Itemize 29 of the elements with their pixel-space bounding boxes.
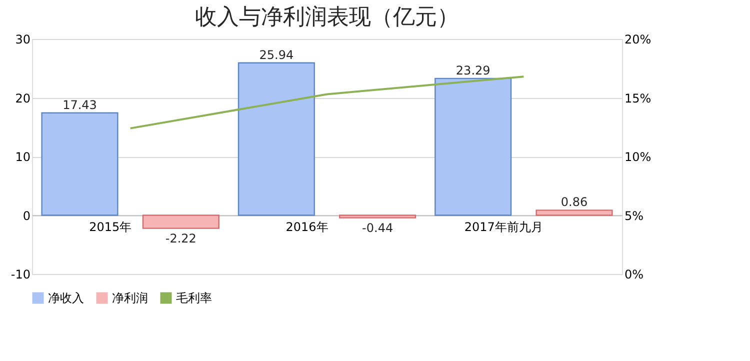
bar bbox=[339, 214, 416, 218]
bar bbox=[142, 214, 220, 229]
y2-tick-label: 15% bbox=[624, 91, 652, 106]
chart-title: 收入与净利润表现（亿元） bbox=[195, 5, 459, 30]
y-tick-label: 10 bbox=[15, 150, 30, 164]
legend-label: 净利润 bbox=[112, 291, 148, 305]
legend-label: 净收入 bbox=[48, 291, 84, 305]
y-tick-label: 0 bbox=[22, 208, 30, 223]
data-label: 0.86 bbox=[560, 195, 588, 210]
y2-tick-label: 20% bbox=[624, 32, 652, 46]
legend-label: 毛利率 bbox=[176, 291, 212, 305]
y-tick-label: 20 bbox=[15, 91, 30, 106]
x-tick-label: 2015年 bbox=[89, 220, 132, 234]
y-tick-label: 30 bbox=[15, 32, 30, 46]
data-label: -2.22 bbox=[165, 231, 196, 246]
bar bbox=[238, 62, 315, 216]
bar bbox=[41, 112, 118, 216]
y-tick-label: -10 bbox=[10, 268, 30, 282]
bar bbox=[434, 78, 512, 216]
data-label: 17.43 bbox=[62, 98, 97, 112]
y2-tick-label: 5% bbox=[624, 208, 644, 223]
data-label: 25.94 bbox=[259, 48, 294, 62]
data-label: -0.44 bbox=[362, 220, 394, 235]
data-label: 23.29 bbox=[456, 63, 490, 78]
y2-tick-label: 0% bbox=[624, 268, 644, 282]
bar bbox=[536, 210, 613, 216]
y2-tick-label: 10% bbox=[624, 150, 652, 164]
x-tick-label: 2017年前九月 bbox=[464, 220, 543, 234]
x-tick-label: 2016年 bbox=[286, 220, 328, 234]
